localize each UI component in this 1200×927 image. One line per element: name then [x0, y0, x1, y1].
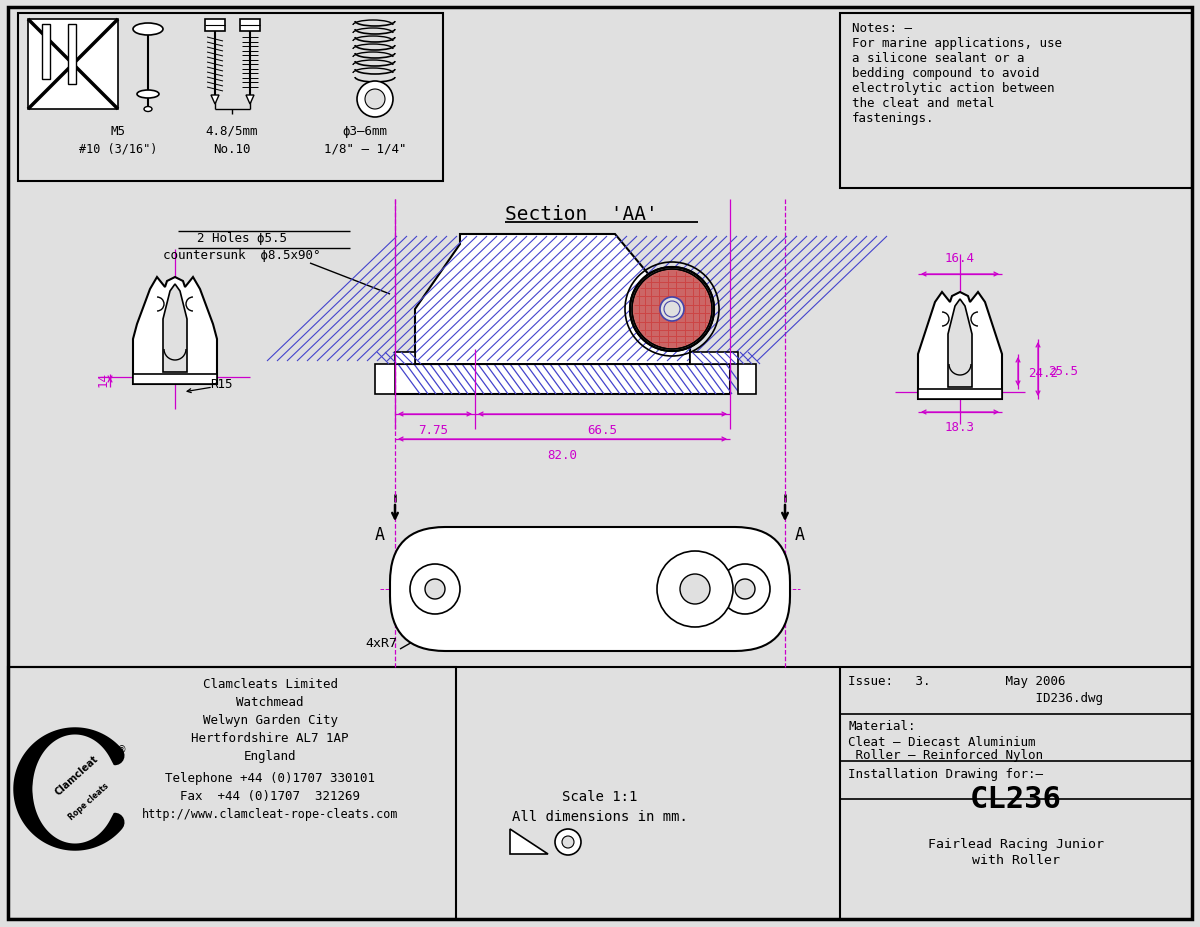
Text: 66.5: 66.5: [587, 424, 617, 437]
Text: CL236: CL236: [970, 784, 1062, 813]
Bar: [8, 667, 456, 919]
Text: 25.5: 25.5: [1048, 365, 1078, 378]
Circle shape: [556, 829, 581, 855]
Text: A: A: [796, 526, 805, 543]
Text: Notes: –
For marine applications, use
a silicone sealant or a
bedding compound t: Notes: – For marine applications, use a …: [852, 22, 1062, 125]
Polygon shape: [918, 389, 1002, 400]
Text: Fax  +44 (0)1707  321269: Fax +44 (0)1707 321269: [180, 789, 360, 802]
Text: Section  'AA': Section 'AA': [505, 205, 658, 223]
Polygon shape: [415, 235, 690, 364]
Circle shape: [562, 836, 574, 848]
Circle shape: [410, 565, 460, 615]
Circle shape: [658, 552, 733, 628]
Text: England: England: [244, 749, 296, 762]
Text: Installation Drawing for:–: Installation Drawing for:–: [848, 768, 1043, 781]
Bar: [395, 352, 415, 364]
Polygon shape: [211, 95, 220, 105]
Polygon shape: [948, 299, 972, 387]
Bar: [738, 364, 756, 395]
Text: 2 Holes ϕ5.5: 2 Holes ϕ5.5: [197, 232, 287, 245]
Polygon shape: [133, 375, 217, 385]
Polygon shape: [133, 278, 217, 385]
Text: Clamcleats Limited: Clamcleats Limited: [203, 678, 337, 691]
Bar: [240, 20, 260, 32]
Text: Telephone +44 (0)1707 330101: Telephone +44 (0)1707 330101: [166, 771, 376, 784]
Ellipse shape: [133, 24, 163, 36]
Bar: [395, 364, 730, 395]
Polygon shape: [163, 285, 187, 373]
Text: M5: M5: [110, 125, 126, 138]
Text: Fairlead Racing Junior: Fairlead Racing Junior: [928, 837, 1104, 850]
Text: Rope cleats: Rope cleats: [67, 781, 110, 821]
Circle shape: [720, 565, 770, 615]
Text: 4.8/5mm: 4.8/5mm: [205, 125, 258, 138]
Text: No.10: No.10: [214, 143, 251, 156]
Text: A: A: [376, 526, 385, 543]
Bar: [18, 14, 443, 182]
Text: 24.2: 24.2: [1028, 367, 1058, 380]
Text: #10 (3/16"): #10 (3/16"): [79, 143, 157, 156]
Text: ID236.dwg: ID236.dwg: [848, 692, 1103, 705]
Text: ®: ®: [116, 744, 126, 755]
Bar: [376, 364, 395, 395]
Text: Welwyn Garden City: Welwyn Garden City: [203, 713, 337, 726]
Text: with Roller: with Roller: [972, 853, 1060, 866]
Circle shape: [736, 579, 755, 600]
Text: Clamcleat: Clamcleat: [54, 754, 101, 797]
Bar: [205, 20, 226, 32]
Text: 18.3: 18.3: [946, 421, 976, 434]
Circle shape: [365, 90, 385, 110]
Text: All dimensions in mm.: All dimensions in mm.: [512, 809, 688, 823]
Text: ϕ3–6mm: ϕ3–6mm: [342, 125, 388, 138]
Polygon shape: [42, 25, 50, 80]
Text: Material:: Material:: [848, 719, 916, 732]
Text: 82.0: 82.0: [547, 449, 577, 462]
Text: 4xR7: 4xR7: [365, 636, 397, 649]
Circle shape: [680, 575, 710, 604]
Bar: [690, 352, 738, 364]
Polygon shape: [510, 829, 548, 854]
Ellipse shape: [144, 108, 152, 112]
Circle shape: [425, 579, 445, 600]
Text: Cleat – Diecast Aluminium: Cleat – Diecast Aluminium: [848, 735, 1036, 748]
Text: Scale 1:1: Scale 1:1: [563, 789, 637, 803]
Text: countersunk  ϕ8.5x90°: countersunk ϕ8.5x90°: [163, 248, 320, 261]
Polygon shape: [68, 25, 76, 85]
Text: Issue:   3.          May 2006: Issue: 3. May 2006: [848, 674, 1066, 687]
Circle shape: [632, 270, 712, 349]
Text: 16.4: 16.4: [946, 252, 976, 265]
Ellipse shape: [137, 91, 160, 99]
Circle shape: [630, 268, 714, 351]
FancyBboxPatch shape: [390, 527, 790, 652]
Bar: [840, 14, 1192, 189]
Text: http://www.clamcleat-rope-cleats.com: http://www.clamcleat-rope-cleats.com: [142, 807, 398, 820]
Text: 7.75: 7.75: [418, 424, 448, 437]
Text: Hertfordshire AL7 1AP: Hertfordshire AL7 1AP: [191, 731, 349, 744]
Circle shape: [358, 82, 394, 118]
Text: 14: 14: [96, 372, 109, 387]
Polygon shape: [246, 95, 254, 105]
Text: Watchmead: Watchmead: [236, 695, 304, 708]
Text: 1/8" – 1/4": 1/8" – 1/4": [324, 143, 407, 156]
Bar: [28, 20, 118, 110]
Polygon shape: [418, 236, 688, 363]
Text: Roller – Reinforced Nylon: Roller – Reinforced Nylon: [848, 748, 1043, 761]
Circle shape: [660, 298, 684, 322]
Text: R15: R15: [210, 378, 233, 391]
Polygon shape: [918, 293, 1002, 400]
